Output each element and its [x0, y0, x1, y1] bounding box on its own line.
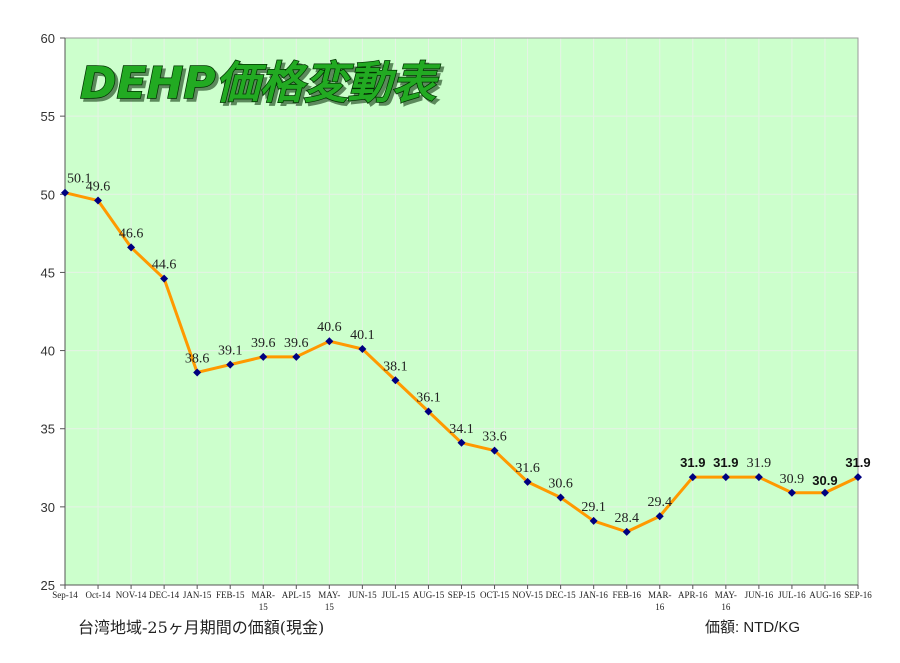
data-point — [325, 337, 334, 346]
x-tick-label: Sep-14 — [52, 590, 78, 600]
x-tick-label: SEP-16 — [844, 590, 872, 600]
data-label: 39.6 — [284, 336, 309, 351]
y-tick-label: 60 — [41, 31, 55, 46]
chart-title: DEHP価格変動表 — [80, 58, 441, 109]
x-tick-label: APR-16 — [678, 590, 708, 600]
x-tick-label: OCT-15 — [480, 590, 510, 600]
data-label: 49.6 — [86, 180, 111, 195]
data-point — [424, 407, 433, 416]
data-point — [787, 488, 796, 497]
data-label: 30.9 — [780, 472, 805, 487]
y-tick-label: 35 — [41, 422, 55, 437]
data-point — [358, 345, 367, 354]
x-tick-label: MAR- — [251, 590, 275, 600]
data-label: 46.6 — [119, 226, 144, 241]
x-tick-label: SEP-15 — [448, 590, 476, 600]
data-point — [589, 516, 598, 525]
x-axis-ticks: Sep-14 Oct-14 NOV-14 DEC-14 JAN-15 FEB-15 MAR-… — [52, 585, 872, 612]
y-tick-label: 40 — [41, 344, 55, 359]
data-point — [259, 352, 268, 361]
data-label: 31.6 — [515, 461, 540, 476]
data-label: 31.9 — [680, 455, 705, 470]
data-point — [226, 360, 235, 369]
x-tick-label: JUN-16 — [745, 590, 774, 600]
data-label: 39.6 — [251, 336, 276, 351]
y-tick-label: 45 — [41, 265, 55, 280]
data-label: 29.1 — [581, 500, 606, 515]
data-label: 31.9 — [747, 456, 772, 471]
x-tick-label: Oct-14 — [86, 590, 111, 600]
x-tick-label: FEB-15 — [216, 590, 245, 600]
x-tick-label: MAY- — [318, 590, 340, 600]
data-label: 28.4 — [614, 511, 639, 526]
x-tick-label: FEB-16 — [612, 590, 641, 600]
data-point — [820, 488, 829, 497]
y-tick-label: 30 — [41, 500, 55, 515]
data-label: 36.1 — [416, 391, 441, 406]
data-point — [61, 188, 69, 197]
data-label: 40.6 — [317, 320, 342, 335]
x-tick-label: JAN-16 — [579, 590, 608, 600]
data-label: 31.9 — [845, 455, 870, 470]
data-point — [457, 438, 466, 447]
data-label: 44.6 — [152, 258, 177, 273]
x-tick-label: DEC-14 — [149, 590, 179, 600]
data-point — [160, 274, 169, 283]
unit-note: 価額: NTD/KG — [705, 619, 801, 636]
data-point — [94, 196, 103, 205]
x-tick-label: NOV-15 — [512, 590, 543, 600]
y-tick-label: 55 — [41, 109, 55, 124]
y-axis-ticks: 25 30 35 40 45 50 55 60 — [41, 31, 65, 593]
x-tick-label: 15 — [259, 602, 269, 612]
data-label: 30.6 — [548, 476, 573, 491]
y-tick-label: 50 — [41, 187, 55, 202]
x-tick-label: JUN-15 — [348, 590, 377, 600]
data-label: 30.9 — [812, 473, 837, 488]
y-tick-label: 25 — [41, 578, 55, 593]
x-tick-label: 16 — [721, 602, 731, 612]
x-tick-label: AUG-15 — [413, 590, 445, 600]
data-labels: 50.149.6 46.6 44.6 38.6 39.1 39.6 39.6 40.6 40.1… — [67, 172, 871, 526]
data-point — [523, 477, 532, 486]
data-label: 39.1 — [218, 344, 243, 359]
data-label: 33.6 — [482, 430, 507, 445]
data-point — [127, 243, 136, 252]
x-tick-label: JUL-15 — [382, 590, 410, 600]
data-point — [193, 368, 202, 377]
footer-note: 台湾地域-25ヶ月期間の価額(現金) — [78, 618, 325, 637]
data-label: 38.6 — [185, 351, 210, 366]
data-point — [556, 493, 565, 502]
data-label: 29.4 — [648, 495, 673, 510]
x-tick-label: DEC-15 — [546, 590, 576, 600]
x-tick-label: NOV-14 — [116, 590, 147, 600]
x-tick-label: JAN-15 — [183, 590, 212, 600]
data-label: 40.1 — [350, 328, 375, 343]
x-tick-label: 15 — [325, 602, 335, 612]
data-point — [655, 512, 664, 521]
x-tick-label: MAY- — [715, 590, 737, 600]
x-tick-label: MAR- — [648, 590, 672, 600]
data-point — [754, 473, 763, 482]
data-label: 31.9 — [713, 455, 738, 470]
data-point — [622, 527, 631, 536]
data-label: 38.1 — [383, 359, 408, 374]
data-label: 50.1 — [67, 172, 92, 187]
data-point — [292, 352, 301, 361]
x-tick-label: 16 — [655, 602, 665, 612]
series-markers — [61, 188, 862, 536]
data-point — [688, 473, 697, 482]
x-tick-label: APL-15 — [282, 590, 311, 600]
data-point — [490, 446, 499, 455]
x-tick-label: AUG-16 — [809, 590, 841, 600]
data-point — [854, 473, 862, 482]
data-label: 34.1 — [449, 422, 474, 437]
x-tick-label: JUL-16 — [778, 590, 806, 600]
data-point — [721, 473, 730, 482]
data-point — [391, 376, 400, 385]
